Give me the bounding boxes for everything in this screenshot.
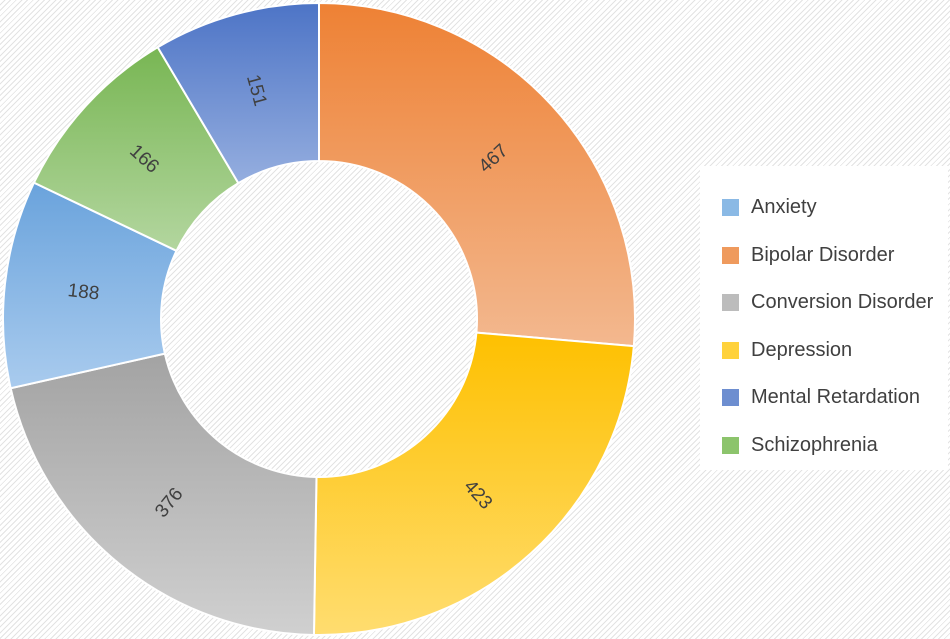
legend-label: Schizophrenia bbox=[751, 433, 878, 456]
legend-label: Anxiety bbox=[751, 196, 817, 219]
slice-depression bbox=[312, 331, 635, 636]
legend-item: Anxiety bbox=[722, 184, 948, 232]
data-label: 188 bbox=[67, 280, 101, 304]
legend-label: Depression bbox=[751, 338, 853, 361]
legend-swatch bbox=[722, 389, 739, 407]
legend-swatch bbox=[722, 436, 739, 454]
legend-item: Mental Retardation bbox=[722, 374, 948, 422]
legend-label: Bipolar Disorder bbox=[751, 243, 895, 266]
slice-bipolar-disorder bbox=[318, 1, 636, 348]
legend-label: Mental Retardation bbox=[751, 386, 920, 409]
legend-item: Bipolar Disorder bbox=[722, 232, 948, 280]
legend-swatch bbox=[722, 199, 739, 217]
legend-item: Conversion Disorder bbox=[722, 279, 948, 327]
legend-swatch bbox=[722, 341, 739, 359]
legend-label: Conversion Disorder bbox=[751, 291, 934, 314]
legend: Anxiety Bipolar Disorder Conversion Disord… bbox=[700, 166, 948, 470]
legend-item: Depression bbox=[722, 327, 948, 375]
slice-mental-retardation bbox=[156, 1, 320, 185]
legend-swatch bbox=[722, 246, 739, 264]
slice-conversion-disorder bbox=[9, 352, 318, 636]
legend-swatch bbox=[722, 294, 739, 312]
slice-group bbox=[2, 1, 636, 636]
legend-item: Schizophrenia bbox=[722, 422, 948, 470]
